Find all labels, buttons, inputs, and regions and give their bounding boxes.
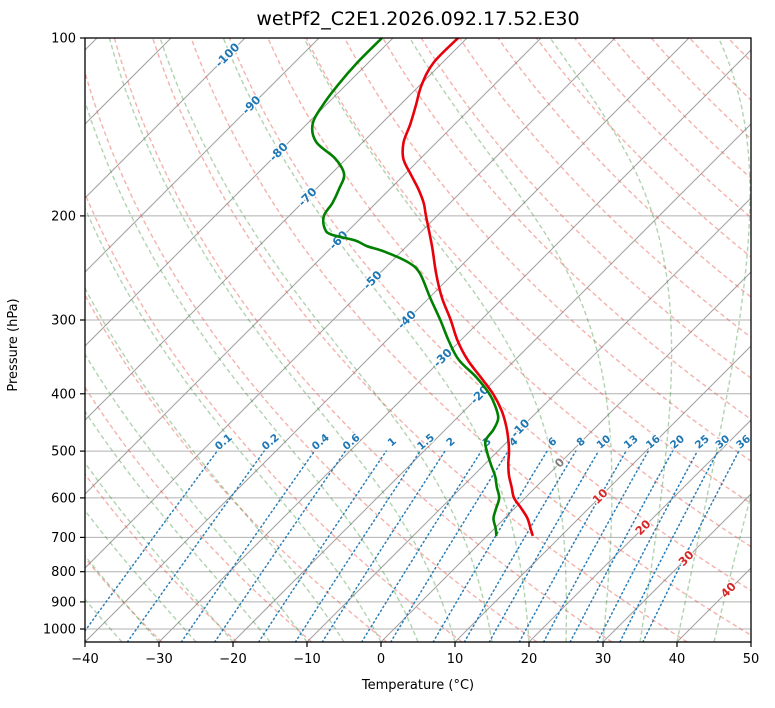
plot-area: 0.1 0.2 0.4 0.6 1 1.5 2 3 4 6 8 10 13 16 20 25 30 36-100-…	[85, 38, 753, 642]
y-tick-label: 400	[51, 387, 76, 402]
mixing-ratio-lines	[85, 450, 740, 642]
chart-title: wetPf2_C2E1.2026.092.17.52.E30	[256, 8, 579, 30]
x-tick-label: −20	[219, 652, 246, 667]
x-tick-label: 30	[595, 652, 612, 667]
y-tick-label: 700	[51, 531, 76, 546]
mixing-ratio-label: 1	[386, 435, 399, 449]
temperature-curve	[401, 38, 534, 537]
isotherm-label: 30	[675, 548, 696, 569]
mixing-ratio-label: 2	[444, 435, 457, 449]
x-tick-label: −10	[293, 652, 320, 667]
x-tick-labels: −40 −30 −20 −10 0 10 20 30 40 50	[71, 642, 759, 667]
isobar-gridlines	[85, 38, 751, 630]
y-tick-label: 100	[51, 32, 76, 47]
isotherm-label: 40	[718, 579, 739, 600]
y-tick-label: 300	[51, 313, 76, 328]
x-tick-label: 0	[377, 652, 385, 667]
x-axis-label: Temperature (°C)	[361, 678, 474, 693]
axes-frame: −40 −30 −20 −10 0 10 20 30 40 5010020030040050060…	[43, 32, 759, 668]
x-tick-label: 20	[521, 652, 538, 667]
mixing-ratio-label: 0.1	[213, 432, 235, 453]
y-tick-label: 800	[51, 565, 76, 580]
x-tick-label: 10	[447, 652, 464, 667]
isotherm-label: 20	[632, 517, 653, 538]
dry-adiabats	[85, 38, 751, 642]
mixing-ratio-label: 13	[622, 433, 641, 452]
mixing-ratio-label: 0.6	[341, 432, 363, 453]
isotherm-lines	[85, 38, 751, 642]
y-tick-label: 500	[51, 445, 76, 460]
mixing-ratio-label: 6	[546, 435, 559, 449]
y-tick-labels: 100 200 300 400 500 600 700 800 900 1000	[43, 32, 85, 637]
mixing-ratio-label: 20	[668, 433, 687, 452]
x-tick-label: 50	[743, 652, 760, 667]
moist-adiabats	[85, 38, 751, 642]
mixing-ratio-label: 1.5	[415, 432, 437, 453]
mixing-ratio-label: 0.2	[260, 432, 282, 453]
y-tick-label: 900	[51, 595, 76, 610]
x-tick-label: −40	[71, 652, 98, 667]
mixing-ratio-label: 0.4	[310, 432, 332, 453]
dewpoint-curve	[310, 38, 501, 537]
mixing-ratio-label: 16	[644, 433, 663, 452]
y-axis-label: Pressure (hPa)	[6, 298, 21, 391]
y-tick-label: 600	[51, 491, 76, 506]
x-tick-label: −30	[145, 652, 172, 667]
mixing-ratio-label: 25	[693, 433, 712, 452]
mixing-ratio-labels: 0.1 0.2 0.4 0.6 1 1.5 2 3 4 6 8 10 13 16 20 25 30 36	[212, 430, 753, 454]
y-tick-label: 1000	[43, 622, 76, 637]
x-tick-label: 40	[669, 652, 686, 667]
y-tick-label: 200	[51, 209, 76, 224]
plot-border	[84, 37, 752, 643]
mixing-ratio-label: 36	[734, 433, 753, 452]
